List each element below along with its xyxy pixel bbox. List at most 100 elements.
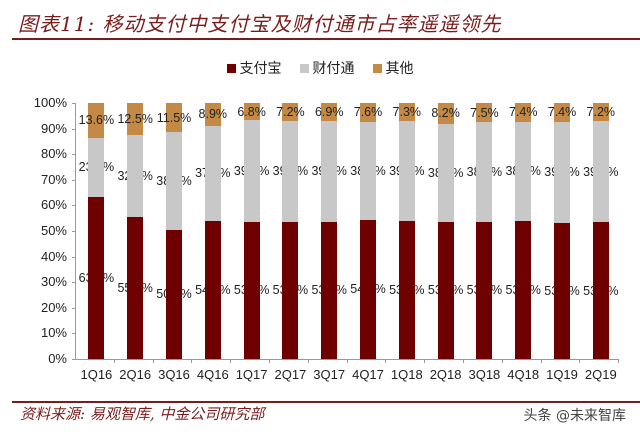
x-tick-mark xyxy=(307,359,309,363)
data-label: 7.4% xyxy=(508,105,538,120)
bar-segment xyxy=(476,103,493,123)
stacked-bar xyxy=(166,103,182,359)
y-tick-mark xyxy=(72,359,76,360)
stacked-bar xyxy=(127,103,144,359)
y-tick-mark xyxy=(72,256,76,258)
bar-segment xyxy=(88,196,105,359)
bar-segment xyxy=(166,132,182,230)
legend-swatch-icon xyxy=(226,63,236,73)
bar-segment xyxy=(554,103,570,122)
data-label: 7.2% xyxy=(276,105,305,120)
stacked-bar xyxy=(437,103,454,359)
chart-title: 图表11: 移动支付中支付宝及财付通市占率遥遥领先 xyxy=(18,12,502,36)
data-label: 13.6% xyxy=(78,113,115,128)
data-label: 7.6% xyxy=(353,105,383,120)
y-tick-mark xyxy=(72,231,76,232)
y-tick-mark xyxy=(72,154,76,156)
legend-item: 其他 xyxy=(372,58,414,78)
y-tick-label: 10% xyxy=(40,325,67,341)
bar-segment xyxy=(282,103,299,122)
bar-segment xyxy=(321,221,338,359)
data-label: 7.4% xyxy=(547,105,577,120)
stacked-bar xyxy=(592,102,609,359)
stacked-bar xyxy=(554,103,570,359)
x-tick-label: 1Q18 xyxy=(390,367,423,382)
y-tick-label: 70% xyxy=(40,171,67,187)
bar-segment xyxy=(321,120,338,222)
stacked-bar xyxy=(515,102,532,359)
y-tick-mark xyxy=(72,333,76,335)
legend-label: 财付通 xyxy=(312,61,355,77)
bar-segment xyxy=(88,103,105,138)
data-label: 8.9% xyxy=(198,107,228,122)
chart-legend: 支付宝 财付通 其他 xyxy=(0,58,640,78)
bar-segment xyxy=(515,102,532,122)
bar-segment xyxy=(166,229,182,359)
x-tick-mark xyxy=(424,359,426,363)
legend-swatch-icon xyxy=(372,63,382,73)
bar-segment xyxy=(592,102,609,122)
stacked-bar xyxy=(476,103,493,359)
y-tick-label: 90% xyxy=(40,120,67,136)
x-tick-mark xyxy=(501,359,503,363)
data-label: 7.3% xyxy=(392,105,422,120)
stacked-bar xyxy=(321,103,338,359)
x-tick-label: 2Q16 xyxy=(119,367,152,382)
y-tick-mark xyxy=(72,282,76,284)
bar-segment xyxy=(398,221,415,359)
bar-segment xyxy=(515,221,532,359)
y-tick-mark xyxy=(72,307,76,309)
x-tick-label: 3Q16 xyxy=(158,367,190,382)
data-label: 6.9% xyxy=(314,104,344,119)
data-label: 11.5% xyxy=(156,110,192,125)
x-tick-mark xyxy=(269,359,270,363)
x-tick-label: 2Q19 xyxy=(584,367,617,382)
legend-item: 财付通 xyxy=(299,58,355,78)
y-tick-label: 60% xyxy=(40,197,67,213)
y-tick-label: 80% xyxy=(40,146,67,162)
x-tick-label: 4Q17 xyxy=(352,367,384,382)
bar-segment xyxy=(437,123,454,222)
bar-segment xyxy=(127,217,144,359)
data-label: 7.2% xyxy=(586,104,616,119)
bar-segment xyxy=(166,103,182,133)
legend-label: 支付宝 xyxy=(239,61,282,77)
bar-segment xyxy=(282,121,299,222)
bar-segment xyxy=(243,103,260,121)
bar-segment xyxy=(437,103,454,124)
bar-segment xyxy=(204,103,221,126)
source-note: 资料来源: 易观智库, 中金公司研究部 xyxy=(20,405,265,423)
x-tick-label: 4Q18 xyxy=(507,367,540,382)
bar-segment xyxy=(321,103,338,121)
bar-segment xyxy=(476,221,493,359)
bar-segment xyxy=(88,137,105,197)
x-tick-mark xyxy=(540,359,542,363)
bar-segment xyxy=(204,220,221,359)
bar-segment xyxy=(398,121,415,222)
legend-swatch-icon xyxy=(299,63,309,73)
x-tick-mark xyxy=(579,359,581,363)
bar-segment xyxy=(592,121,609,223)
y-tick-label: 100% xyxy=(33,95,67,110)
bar-segment xyxy=(476,122,493,222)
bar-segment xyxy=(398,102,415,122)
x-tick-mark xyxy=(346,359,348,363)
footer-divider xyxy=(12,401,640,403)
bar-segment xyxy=(360,102,376,123)
bar-segment xyxy=(554,121,570,223)
bar-segment xyxy=(437,221,454,359)
x-tick-mark xyxy=(152,359,154,363)
data-label: 12.5% xyxy=(117,112,153,126)
bar-segment xyxy=(554,222,570,359)
stacked-bar xyxy=(88,103,105,359)
bar-segment xyxy=(360,122,376,220)
y-tick-label: 40% xyxy=(40,248,67,264)
bar-segment xyxy=(243,120,260,222)
x-tick-mark xyxy=(385,359,387,363)
stacked-bar xyxy=(398,102,415,359)
x-tick-label: 2Q18 xyxy=(429,367,462,382)
y-tick-mark xyxy=(72,103,76,104)
bar-segment xyxy=(127,103,144,135)
legend-label: 其他 xyxy=(385,61,414,77)
